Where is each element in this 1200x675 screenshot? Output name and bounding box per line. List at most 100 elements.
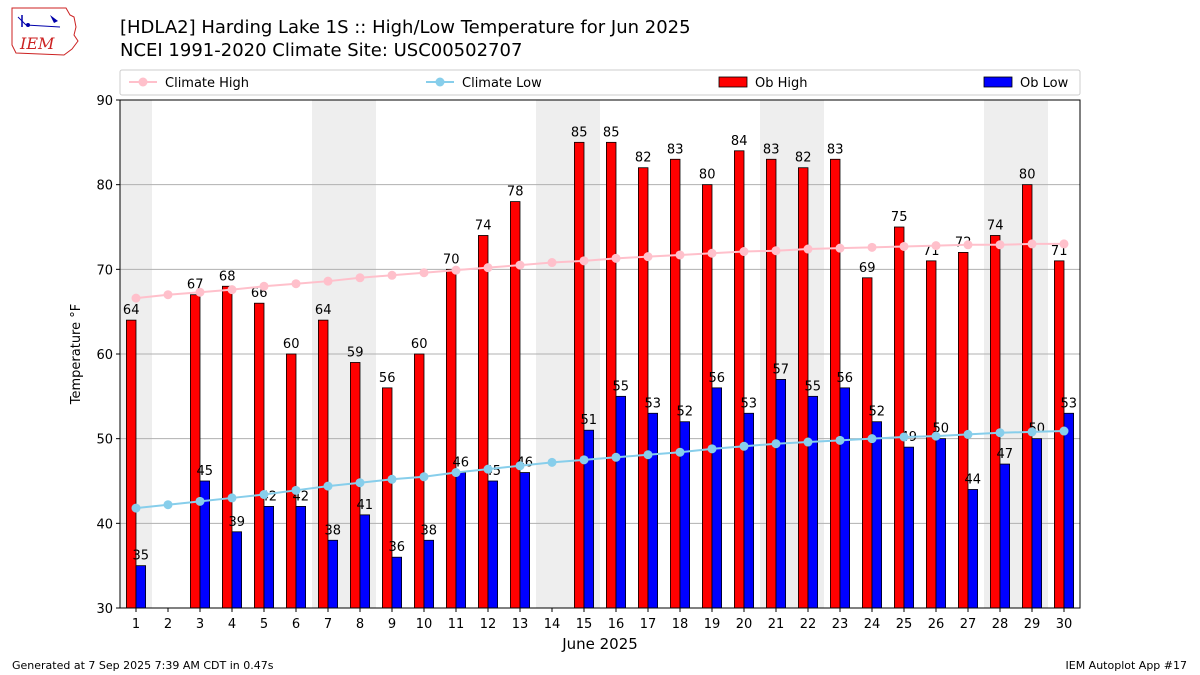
ob-high-label-day-18: 83: [667, 142, 684, 157]
ob-high-label-day-8: 59: [347, 345, 364, 360]
climate-low-point-day-29: [1027, 427, 1037, 437]
ob-high-bar-day-5: [253, 302, 265, 609]
ob-low-bar-day-25: [903, 446, 915, 609]
ob-low-bar-day-12: [487, 480, 499, 609]
climate-high-point-day-4: [227, 285, 237, 295]
ob-low-bar-day-21: [775, 378, 787, 609]
ob-low-bar-day-29: [1031, 438, 1043, 609]
climate-high-point-day-28: [995, 240, 1005, 250]
legend-climate-high-label: Climate High: [165, 76, 249, 91]
x-tick-label-15: 15: [576, 617, 593, 632]
ob-low-bar-day-23: [839, 387, 851, 609]
legend: Climate High Climate Low Ob High Ob Low: [119, 69, 1081, 96]
climate-high-point-day-15: [579, 256, 589, 266]
logo-text: IEM: [19, 34, 55, 53]
ob-high-bar-day-4: [221, 285, 233, 609]
y-axis-label: Temperature °F: [69, 304, 84, 405]
climate-low-point-day-5: [259, 490, 269, 500]
climate-high-point-day-18: [675, 250, 685, 260]
ob-low-bar-day-30: [1063, 412, 1075, 609]
x-tick-label-6: 6: [292, 617, 300, 632]
ob-high-bar-day-12: [477, 235, 489, 609]
app-label: IEM Autoplot App #17: [1065, 659, 1188, 672]
climate-low-point-day-11: [451, 468, 461, 478]
ob-high-label-day-15: 85: [571, 125, 588, 140]
generated-note: Generated at 7 Sep 2025 7:39 AM CDT in 0…: [12, 659, 274, 672]
climate-low-point-day-6: [291, 485, 301, 495]
x-tick-label-18: 18: [672, 617, 689, 632]
legend-climate-low-label: Climate Low: [462, 76, 542, 91]
x-tick-label-13: 13: [512, 617, 529, 632]
climate-high-point-day-7: [323, 276, 333, 286]
x-tick-label-19: 19: [704, 617, 721, 632]
ob-high-label-day-24: 69: [859, 261, 876, 276]
ob-high-label-day-17: 82: [635, 151, 652, 166]
x-tick-label-11: 11: [448, 617, 465, 632]
ob-low-label-day-18: 52: [677, 405, 694, 420]
ob-low-bar-day-11: [455, 472, 467, 609]
ob-high-bar-day-1: [126, 319, 137, 609]
climate-low-point-day-3: [195, 496, 205, 506]
x-tick-label-28: 28: [992, 617, 1009, 632]
climate-low-point-day-14: [547, 457, 557, 467]
climate-low-point-day-23: [835, 435, 845, 445]
ob-high-label-day-6: 60: [283, 337, 300, 352]
ob-low-label-day-30: 53: [1061, 396, 1078, 411]
climate-high-point-day-11: [451, 265, 461, 275]
x-tick-label-4: 4: [228, 617, 236, 632]
y-tick-label-70: 70: [96, 263, 113, 278]
ob-high-label-day-22: 82: [795, 151, 812, 166]
climate-low-point-day-27: [963, 429, 973, 439]
chart-subtitle: NCEI 1991-2020 Climate Site: USC00502707: [120, 40, 523, 61]
x-tick-label-14: 14: [544, 617, 561, 632]
climate-low-point-day-20: [739, 441, 749, 451]
x-tick-label-5: 5: [260, 617, 268, 632]
ob-high-bar-day-11: [445, 268, 457, 609]
climate-low-point-day-13: [515, 461, 525, 471]
x-tick-label-29: 29: [1024, 617, 1041, 632]
ob-low-bar-day-28: [999, 463, 1011, 609]
ob-high-label-day-25: 75: [891, 210, 908, 225]
ob-high-label-day-11: 70: [443, 252, 460, 267]
climate-high-point-day-10: [419, 268, 429, 278]
x-tick-label-12: 12: [480, 617, 497, 632]
y-tick-label-60: 60: [96, 348, 113, 363]
ob-high-bar-day-19: [702, 184, 713, 609]
x-tick-label-26: 26: [928, 617, 945, 632]
ob-low-label-day-24: 52: [869, 405, 886, 420]
ob-low-label-day-16: 55: [613, 379, 630, 394]
legend-ob-low-swatch: [983, 76, 1013, 88]
climate-high-line: [135, 242, 1064, 300]
x-tick-label-17: 17: [640, 617, 657, 632]
ob-low-label-day-15: 51: [581, 413, 598, 428]
ob-low-label-day-1: 35: [133, 549, 150, 564]
ob-low-label-day-17: 53: [645, 396, 662, 411]
x-tick-label-25: 25: [896, 617, 913, 632]
x-tick-label-9: 9: [388, 617, 396, 632]
climate-low-point-day-15: [579, 455, 589, 465]
climate-high-point-day-19: [707, 248, 717, 258]
climate-low-point-day-9: [387, 474, 397, 484]
legend-box: [119, 69, 1081, 96]
climate-high-point-day-17: [643, 252, 653, 262]
climate-low-point-day-28: [995, 428, 1005, 438]
ob-high-bar-day-15: [574, 141, 585, 609]
climate-high-point-day-9: [387, 270, 397, 280]
x-tick-label-20: 20: [736, 617, 753, 632]
climate-low-point-day-17: [643, 450, 653, 460]
climate-low-point-day-2: [163, 500, 173, 510]
y-tick-label-90: 90: [96, 94, 113, 109]
ob-low-bar-day-22: [807, 395, 819, 609]
x-tick-label-8: 8: [356, 617, 364, 632]
ob-low-label-day-20: 53: [741, 396, 758, 411]
climate-high-point-day-6: [291, 279, 301, 289]
climate-low-point-day-10: [419, 472, 429, 482]
legend-climate-high-marker: [138, 77, 148, 87]
ob-high-bar-day-3: [189, 294, 201, 609]
ob-high-label-day-7: 64: [315, 303, 332, 318]
ob-high-label-day-10: 60: [411, 337, 428, 352]
x-tick-label-23: 23: [832, 617, 849, 632]
x-tick-label-22: 22: [800, 617, 817, 632]
x-tick-label-30: 30: [1056, 617, 1073, 632]
